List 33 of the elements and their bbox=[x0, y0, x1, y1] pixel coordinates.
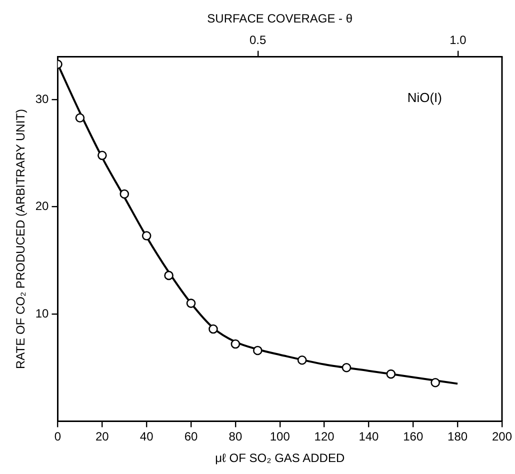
point bbox=[186, 298, 196, 308]
point bbox=[297, 355, 307, 365]
x-tick-label: 160 bbox=[403, 430, 424, 444]
point bbox=[386, 369, 396, 379]
point bbox=[120, 189, 130, 199]
y-tick-label: 20 bbox=[35, 199, 50, 214]
x-tick-label: 140 bbox=[358, 430, 380, 444]
point bbox=[342, 362, 352, 372]
y-tick-label: 30 bbox=[35, 92, 50, 106]
x2-tick-label: 1.0 bbox=[450, 32, 467, 47]
x-tick-label: 120 bbox=[314, 430, 335, 444]
y-tick-label: 10 bbox=[35, 306, 50, 320]
point bbox=[98, 150, 107, 160]
point bbox=[208, 324, 218, 334]
x-tick-label: 20 bbox=[95, 430, 110, 444]
point bbox=[253, 346, 262, 356]
x-tick-label: 40 bbox=[140, 430, 154, 444]
x-tick-label: 180 bbox=[448, 430, 468, 444]
x2-axis-title: SURFACE COVERAGE - θ bbox=[207, 12, 353, 26]
x-axis-title: μℓ OF SO₂ GAS ADDED bbox=[215, 451, 345, 466]
x-tick-label: 80 bbox=[228, 430, 242, 444]
point bbox=[164, 270, 174, 280]
x-tick-label: 100 bbox=[270, 430, 290, 444]
point bbox=[142, 231, 152, 240]
x-tick-label: 200 bbox=[492, 430, 512, 444]
point bbox=[430, 378, 440, 388]
x-tick-label: 60 bbox=[184, 430, 198, 444]
point bbox=[230, 339, 240, 349]
annotation: NiO(I) bbox=[407, 90, 442, 105]
point bbox=[75, 113, 85, 123]
x-tick-label: 0 bbox=[54, 430, 62, 444]
x2-tick-label: 0.5 bbox=[250, 32, 267, 47]
y-axis-title: RATE OF CO₂ PRODUCED (ARBITRARY UNIT) bbox=[14, 108, 28, 370]
